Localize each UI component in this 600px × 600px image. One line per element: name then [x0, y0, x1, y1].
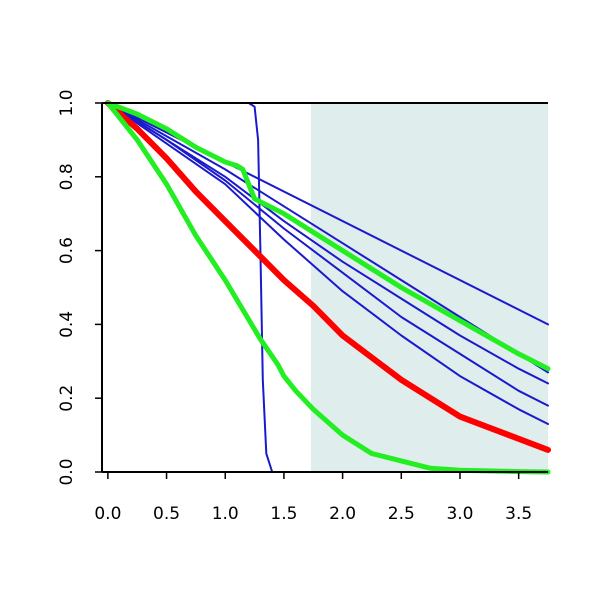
ticks-layer: 0.0 0.5 1.0 1.5 2.0 2.5 3.0 3.5 0.0 0.2 0.4 0.6 0.8 1…	[57, 89, 532, 524]
y-tick-label: 0.2	[57, 385, 77, 412]
x-tick-label: 0.5	[153, 504, 180, 524]
series-blue-3	[106, 102, 549, 385]
y-tick-label: 0.6	[57, 237, 77, 264]
x-tick-label: 2.0	[329, 504, 356, 524]
shaded-region	[310, 103, 548, 472]
x-tick-label: 2.5	[388, 504, 415, 524]
series-red-6	[104, 100, 551, 453]
y-tick-label: 0.4	[57, 311, 77, 338]
series-blue-4	[106, 102, 549, 407]
x-tick-label: 0.0	[94, 504, 121, 524]
series-blue-5	[106, 102, 549, 425]
series-layer	[104, 100, 551, 475]
y-tick-label: 0.0	[57, 458, 77, 485]
x-tick-label: 3.5	[505, 504, 532, 524]
series-green-8	[105, 100, 551, 475]
axes-layer	[101, 102, 548, 473]
y-tick-label: 0.8	[57, 163, 77, 190]
y-tick-label: 1.0	[57, 89, 77, 116]
series-green-7	[105, 100, 551, 372]
x-tick-label: 3.0	[446, 504, 473, 524]
x-tick-label: 1.0	[212, 504, 239, 524]
x-tick-label: 1.5	[270, 504, 297, 524]
